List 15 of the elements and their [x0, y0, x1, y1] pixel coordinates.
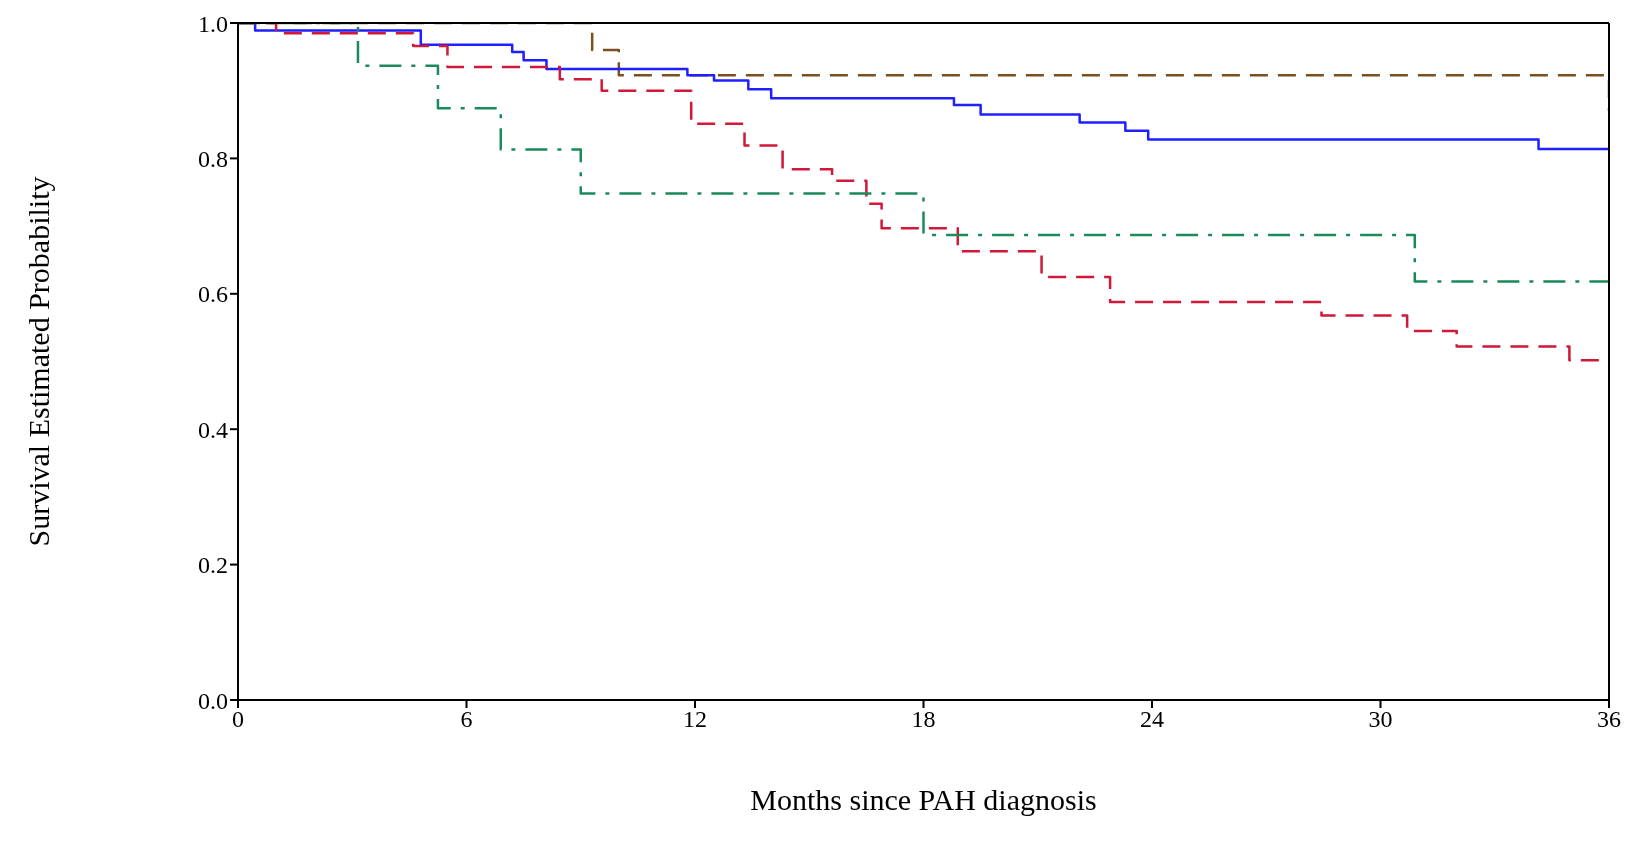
x-tick-label: 0: [232, 706, 244, 733]
x-tick-label: 6: [460, 706, 473, 733]
y-tick-label: 0.4: [198, 416, 228, 443]
y-axis-title: Survival Estimated Probability: [21, 176, 55, 547]
y-tick-label: 0.8: [198, 145, 228, 172]
y-tick-label: 0.2: [198, 552, 228, 579]
x-tick-label: 30: [1368, 706, 1393, 733]
y-tick-label: 1.0: [198, 10, 228, 37]
x-tick-label: 24: [1140, 706, 1164, 733]
y-tick-label: 0.6: [198, 281, 228, 308]
x-tick-label: 36: [1597, 706, 1621, 733]
x-tick-label: 12: [683, 706, 707, 733]
y-tick-label: 0.0: [198, 687, 228, 714]
x-axis-title: Months since PAH diagnosis: [750, 783, 1097, 816]
x-tick-label: 18: [911, 706, 936, 733]
